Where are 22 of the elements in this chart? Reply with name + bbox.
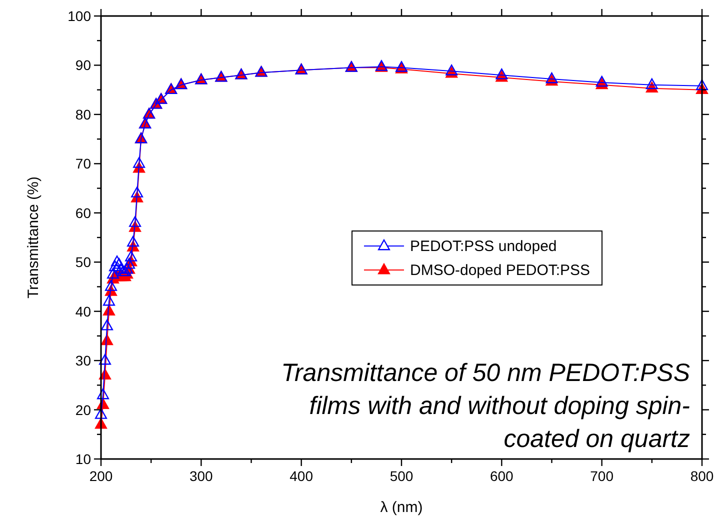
legend-label: PEDOT:PSS undoped [410,238,557,255]
y-tick-label: 70 [75,156,92,172]
y-tick-label: 80 [75,106,92,122]
legend-label: DMSO-doped PEDOT:PSS [410,262,590,279]
x-tick-label: 400 [290,468,314,484]
x-tick-label: 300 [189,468,214,484]
y-tick-label: 20 [75,402,92,418]
x-tick-label: 500 [390,468,414,484]
y-tick-label: 90 [75,57,92,74]
y-tick-label: 30 [75,352,92,369]
y-tick-label: 10 [75,451,92,467]
x-tick-label: 600 [490,468,514,484]
x-tick-label: 200 [89,468,113,484]
y-tick-label: 60 [75,204,92,221]
y-axis-title: Transmittance (%) [25,176,42,298]
y-tick-label: 50 [75,254,92,270]
x-tick-label: 700 [590,468,614,484]
x-axis-title: λ (nm) [380,499,423,516]
annotation: Transmittance of 50 nm PEDOT:PSS films with and without doping spin- coated on quartz [281,359,690,453]
y-tick-label: 100 [68,8,92,24]
x-tick-label: 800 [690,468,714,484]
y-tick-label: 40 [75,303,92,320]
